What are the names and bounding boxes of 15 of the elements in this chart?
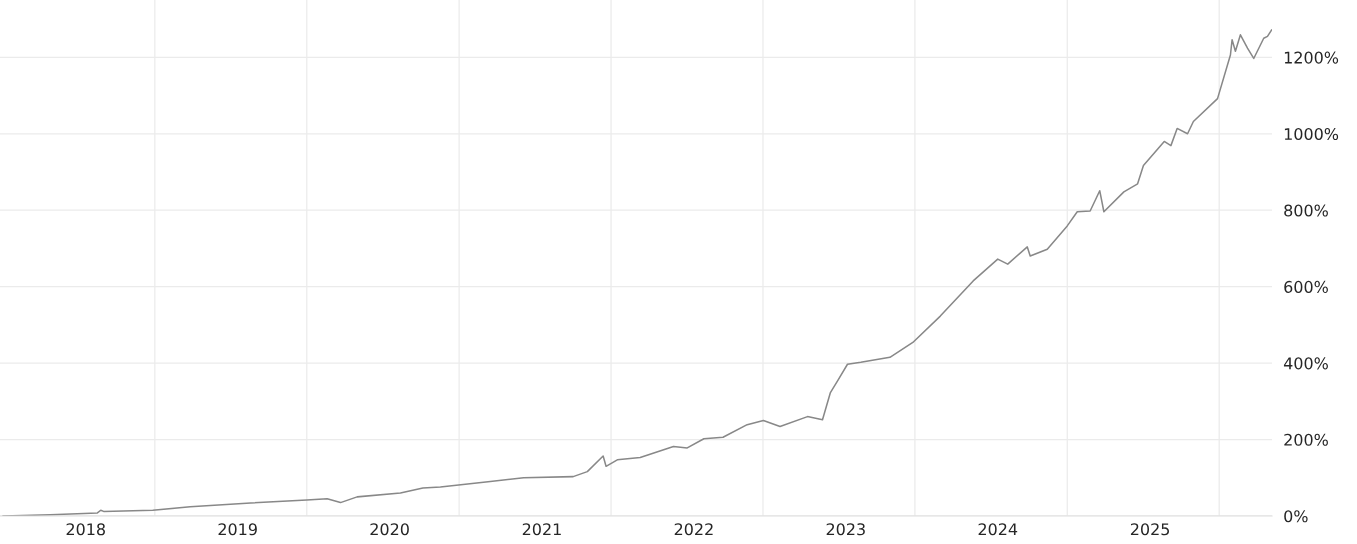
x-tick-label: 2019 bbox=[218, 523, 257, 536]
y-tick-label: 600% bbox=[1284, 280, 1328, 293]
x-tick-label: 2018 bbox=[66, 523, 105, 536]
x-tick-label: 2021 bbox=[522, 523, 561, 536]
y-tick-label: 800% bbox=[1284, 204, 1328, 217]
y-tick-label: 1200% bbox=[1284, 51, 1339, 64]
x-tick-label: 2024 bbox=[978, 523, 1018, 536]
y-tick-label: 400% bbox=[1283, 357, 1328, 370]
x-tick-label: 2023 bbox=[826, 523, 865, 536]
y-tick-label: 200% bbox=[1284, 433, 1328, 446]
x-tick-label: 2025 bbox=[1130, 523, 1170, 536]
x-tick-label: 2022 bbox=[674, 523, 713, 536]
y-tick-label: 1000% bbox=[1284, 127, 1339, 141]
x-tick-label: 2020 bbox=[370, 523, 409, 536]
y-tick-label: 0% bbox=[1284, 510, 1308, 523]
